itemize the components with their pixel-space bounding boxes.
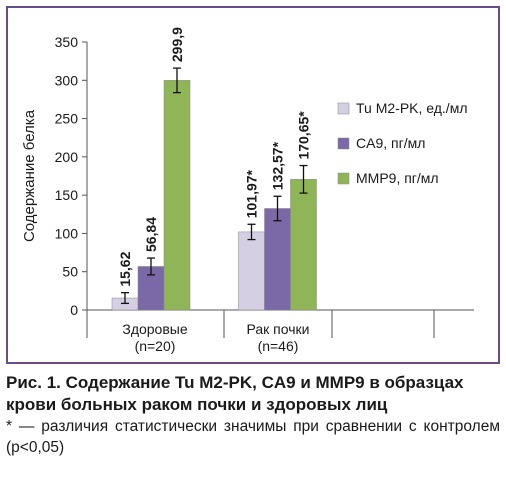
legend-label: MMP9, пг/мл <box>356 170 439 186</box>
y-tick-label: 200 <box>55 149 79 165</box>
bar-chart: Содержание белка 0 50 100 150 200 250 300 350 Здо… <box>21 27 474 354</box>
y-tick-label: 100 <box>55 225 79 241</box>
y-tick-label: 250 <box>55 111 79 127</box>
data-label: 170,65* <box>296 111 312 160</box>
legend-label: CA9, пг/мл <box>356 135 425 151</box>
bar-2-1 <box>290 179 317 311</box>
data-label: 15,62 <box>117 251 133 286</box>
y-tick-label: 50 <box>62 264 78 280</box>
bar-1-1 <box>264 208 291 311</box>
y-tick-label: 0 <box>70 302 78 318</box>
legend-swatch-0 <box>337 102 350 115</box>
x-category-label: Рак почки <box>247 321 310 337</box>
data-label: 101,97* <box>244 169 260 218</box>
bar-0-1 <box>238 231 265 311</box>
chart-frame: Содержание белка 0 50 100 150 200 250 300 350 Здо… <box>6 6 500 364</box>
y-tick-label: 300 <box>55 72 79 88</box>
bar-2-0 <box>163 80 191 311</box>
legend-swatch-2 <box>337 172 350 185</box>
y-tick-label: 350 <box>55 34 79 50</box>
x-category-label: Здоровые <box>122 321 187 337</box>
y-axis-label: Содержание белка <box>21 109 38 242</box>
x-category-count: (n=20) <box>135 338 176 354</box>
legend-label: Tu M2-PK, ед./мл <box>356 100 468 116</box>
caption-note: * — различия статистически значимы при с… <box>6 418 500 456</box>
caption-title: Рис. 1. Содержание Tu M2-PK, CA9 и MMP9 … <box>6 373 464 414</box>
x-category-count: (n=46) <box>258 338 299 354</box>
data-label: 299,9 <box>169 27 185 62</box>
figure-caption: Рис. 1. Содержание Tu M2-PK, CA9 и MMP9 … <box>6 372 500 458</box>
y-tick-label: 150 <box>55 187 79 203</box>
data-label: 132,57* <box>270 141 286 190</box>
legend-swatch-1 <box>337 137 350 150</box>
data-label: 56,84 <box>143 217 159 252</box>
